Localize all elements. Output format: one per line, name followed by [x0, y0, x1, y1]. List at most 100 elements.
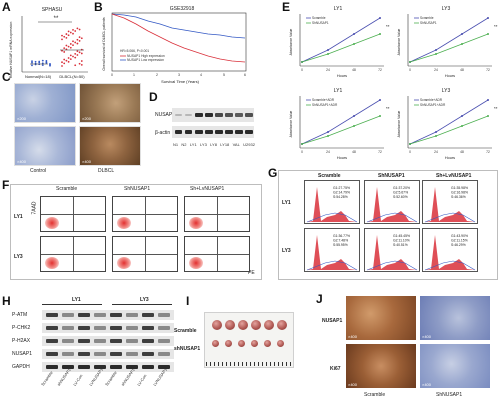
growth-line-knockdown	[301, 33, 381, 63]
growth-plot-xtick: 72	[486, 68, 490, 72]
blot-band	[158, 365, 170, 369]
growth-line-control	[409, 99, 489, 145]
growth-plot-title: LY1	[334, 6, 343, 12]
panel-a-scatter-plot: SPHASU Relative NUSAP1 mRNA expression *…	[9, 7, 88, 79]
cell-cycle-fit	[306, 212, 358, 223]
growth-plot-xlabel: Hours	[445, 156, 455, 160]
scatter-point-normal	[41, 64, 44, 66]
blot-band	[142, 365, 154, 369]
growth-plot-xtick: 0	[409, 150, 411, 154]
cell-cycle-histogram: G1:43.90% G2:11.15% S:46.29%	[422, 228, 478, 272]
blot-band	[110, 339, 122, 343]
growth-point-knockdown	[379, 115, 381, 117]
growth-point-control	[353, 33, 355, 35]
scatter-point-dlbcl	[78, 28, 81, 31]
growth-plot-xtick: 48	[352, 68, 356, 72]
panel-b-legend-high: NUSAP1 High expression	[127, 54, 165, 58]
growth-plot-title: LY3	[442, 88, 451, 94]
cell-cycle-peak	[367, 187, 417, 222]
km-curve-high	[111, 13, 246, 63]
cell-cycle-readout: G2:11.15%	[451, 239, 468, 243]
growth-plot-xtick: 24	[326, 150, 330, 154]
panel-f-row-ly1: LY1	[14, 214, 23, 220]
panel-b-xtick: 4	[200, 73, 202, 77]
scatter-point-dlbcl	[69, 46, 72, 49]
blot-d-row-actin: β-actin	[155, 130, 171, 136]
panel-f-col-shnusap1: ShNUSAP1	[124, 186, 151, 192]
scatter-point-dlbcl	[61, 65, 63, 67]
growth-point-control	[379, 17, 381, 19]
blot-band	[62, 352, 74, 356]
tumor-xenograft	[225, 340, 232, 347]
panel-h-group-ly1: LY1	[72, 297, 81, 303]
blot-band	[158, 313, 170, 317]
scatter-point-dlbcl	[67, 34, 70, 37]
blot-band	[46, 339, 58, 343]
flow-cell-population	[117, 257, 131, 269]
growth-point-knockdown	[301, 143, 303, 145]
growth-plot-legend: ShNUSAP1	[420, 21, 437, 25]
growth-point-control	[435, 49, 437, 51]
scatter-point-dlbcl	[74, 30, 77, 32]
blot-band	[142, 326, 154, 330]
growth-plot-xlabel: Hours	[337, 74, 347, 78]
growth-plot: LY1 Absorbance Value 0 24 48 72 Hours ** Scrambl…	[289, 6, 390, 78]
scatter-point-dlbcl	[76, 50, 79, 53]
panel-g-col-scramble: Scramble	[318, 173, 341, 179]
ihc-control-400: ×400	[14, 126, 76, 166]
growth-plot-xtick: 48	[460, 68, 464, 72]
scatter-point-dlbcl	[74, 56, 77, 59]
scatter-point-dlbcl	[67, 45, 70, 48]
growth-plot-significance: **	[494, 24, 498, 29]
scatter-point-dlbcl	[61, 34, 63, 37]
panel-f-col-shlv: Sh+LvNUSAP1	[190, 186, 225, 192]
growth-plot-xtick: 72	[486, 150, 490, 154]
growth-line-knockdown	[409, 33, 489, 63]
blot-h-strip	[42, 323, 174, 333]
scatter-point-dlbcl	[65, 33, 68, 35]
scatter-point-dlbcl	[63, 62, 66, 65]
blot-band	[78, 352, 90, 356]
scatter-point-dlbcl	[74, 64, 77, 67]
growth-plot-xtick: 48	[352, 150, 356, 154]
cell-cycle-readout: G2:7.48%	[333, 239, 348, 243]
growth-plot-xtick: 0	[301, 150, 303, 154]
growth-point-knockdown	[379, 33, 381, 35]
cell-cycle-readout: S:54.28%	[333, 195, 348, 199]
scatter-point-dlbcl	[80, 37, 83, 40]
cell-cycle-peak	[367, 235, 417, 270]
flow-cell-population	[117, 217, 131, 229]
scatter-point-dlbcl	[69, 58, 72, 61]
ihc-nusap1-shnusap1: ×400	[420, 296, 490, 340]
blot-band	[126, 313, 138, 317]
growth-plot: LY3 Absorbance Value 0 24 48 72 Hours ** Scrambl…	[397, 88, 498, 160]
growth-plot-legend: ShNUSAP1	[312, 21, 329, 25]
flow-plot-tile	[112, 196, 178, 232]
growth-plot-ylabel: Absorbance Value	[397, 110, 401, 137]
cell-cycle-peak	[425, 187, 475, 222]
blot-h-row-label: NUSAP1	[12, 351, 33, 357]
blot-h-strip	[42, 362, 174, 372]
scatter-point-normal	[41, 59, 44, 62]
panel-j-row-nusap1: NUSAP1	[322, 318, 343, 324]
growth-line-knockdown	[409, 115, 489, 145]
panel-b-xtick: 2	[156, 73, 158, 77]
scatter-point-normal	[31, 60, 33, 63]
panel-label-g: G	[268, 166, 278, 180]
scatter-point-dlbcl	[63, 51, 66, 53]
tumor-xenograft	[264, 340, 271, 347]
scatter-point-normal	[49, 64, 51, 67]
growth-plot-legend: Scramble+ADR	[420, 98, 443, 102]
panel-b-ylabel: Overall survival of DLBCL patients	[102, 17, 106, 70]
growth-plot-xtick: 24	[326, 68, 330, 72]
ihc-nusap1-scramble: ×400	[346, 296, 416, 340]
growth-point-knockdown	[327, 135, 329, 137]
blot-band	[142, 339, 154, 343]
blot-band	[126, 352, 138, 356]
cell-cycle-readout: S:55.95%	[333, 243, 348, 247]
growth-point-knockdown	[353, 43, 355, 45]
blot-band	[126, 365, 138, 369]
panel-label-a: A	[2, 0, 11, 14]
blot-h-row-label: P-ATM	[12, 312, 28, 318]
scatter-point-dlbcl	[72, 32, 74, 35]
